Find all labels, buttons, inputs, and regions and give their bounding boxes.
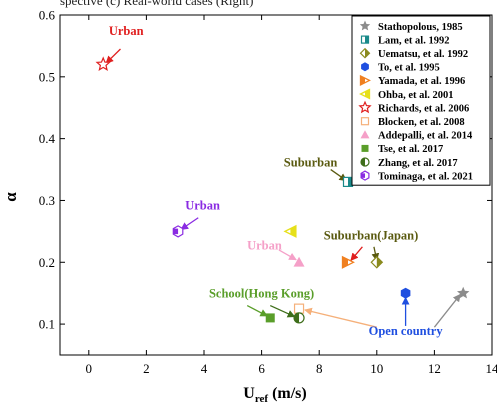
x-tick-label: 8 xyxy=(316,361,323,376)
annotation-arrow xyxy=(304,307,377,328)
marker-square-open xyxy=(360,117,370,126)
annotation-arrow xyxy=(433,293,461,328)
annotations: Urban Suburban Urban Urban Suburban(Japan) Sc… xyxy=(105,24,461,338)
marker-triangle-up xyxy=(360,130,370,139)
marker-circle-half-fill xyxy=(361,158,365,166)
marker-square xyxy=(265,313,275,323)
annotation-label: Urban xyxy=(185,199,220,213)
legend-box xyxy=(351,15,491,186)
y-tick-label: 0.4 xyxy=(39,131,56,146)
marker-star xyxy=(359,20,371,31)
annotation-label: Open country xyxy=(369,324,444,338)
legend-label: Tse, et al. 2017 xyxy=(378,144,443,155)
x-axis-label: Uref (m/s) xyxy=(243,385,306,405)
annotation-label: School(Hong Kong) xyxy=(209,287,314,301)
annotation-arrow xyxy=(246,304,269,317)
y-tick-label: 0.2 xyxy=(39,255,55,270)
caption-fragment: spective (c) Real-world cases (Right) xyxy=(60,0,254,8)
annotation-arrow xyxy=(350,246,363,262)
marker-triangle-right-fill xyxy=(342,256,348,268)
annotation-arrow xyxy=(180,217,199,231)
legend-label: Stathopolous, 1985 xyxy=(378,22,463,33)
marker-circle-half-fill xyxy=(294,312,300,323)
x-tick-label: 0 xyxy=(86,361,93,376)
marker-hexagon-half-fill xyxy=(361,173,365,178)
marker-triangle-right-fill xyxy=(360,75,365,85)
legend: Stathopolous, 1985 Lam, et al. 1992 Uemats… xyxy=(351,15,491,186)
x-axis-label-sub: ref xyxy=(255,393,269,405)
y-tick-label: 0.1 xyxy=(39,317,55,332)
marker-hexagon xyxy=(400,287,411,299)
x-tick-label: 2 xyxy=(143,361,150,376)
legend-label: Blocken, et al. 2008 xyxy=(378,117,465,128)
annotation-arrow xyxy=(269,304,296,318)
marker-square-half-fill xyxy=(365,36,369,44)
marker-square xyxy=(361,144,369,152)
annotation-label: Suburban xyxy=(284,155,338,169)
annotation-label: Suburban(Japan) xyxy=(324,228,419,242)
annotation-label: Urban xyxy=(247,238,282,252)
marker-diamond-half-fill xyxy=(376,256,383,268)
marker-square-open xyxy=(293,303,305,314)
marker-square-half-fill xyxy=(348,177,353,187)
legend-label: Yamada, et al. 1996 xyxy=(378,76,465,87)
legend-label: Richards, et al. 2006 xyxy=(378,103,469,114)
legend-label: Ohba, et al. 2001 xyxy=(378,90,454,101)
marker-star xyxy=(457,286,470,299)
marker-triangle-left-fill xyxy=(290,225,296,237)
y-tick-label: 0.6 xyxy=(39,8,56,23)
marker-star-open xyxy=(95,56,111,71)
y-axis-label: α xyxy=(1,192,20,202)
legend-label: To, et al. 1995 xyxy=(378,63,440,74)
legend-label: Tominaga, et al. 2021 xyxy=(378,171,473,182)
annotation-arrow xyxy=(278,249,297,261)
y-tick-label: 0.3 xyxy=(39,193,55,208)
marker-star-open xyxy=(358,100,372,114)
axis-ticks: 0 2 4 6 8 10 12 14 0.1 0.2 0.3 0.4 0.5 0.6 xyxy=(39,8,497,377)
legend-label: Addepalli, et al. 2014 xyxy=(378,131,473,142)
x-tick-label: 10 xyxy=(370,361,383,376)
marker-hexagon xyxy=(361,62,369,72)
legend-label: Zhang, et al. 2017 xyxy=(378,158,458,169)
annotation-label: Urban xyxy=(109,24,144,38)
x-axis-label-unit: (m/s) xyxy=(268,385,307,402)
x-tick-label: 12 xyxy=(428,361,441,376)
annotation-arrow xyxy=(105,48,121,64)
x-axis-label-main: U xyxy=(243,385,255,402)
x-tick-label: 6 xyxy=(258,361,265,376)
marker-triangle-up xyxy=(293,256,305,267)
x-tick-label: 14 xyxy=(486,361,497,376)
y-tick-label: 0.5 xyxy=(39,69,55,84)
marker-diamond-half-fill xyxy=(365,48,370,58)
marker-triangle-left-fill xyxy=(365,89,370,99)
x-tick-label: 4 xyxy=(201,361,208,376)
data-points xyxy=(95,56,470,324)
legend-label: Uematsu, et al. 1992 xyxy=(378,49,468,60)
marker-hexagon-half-fill xyxy=(173,228,179,235)
legend-label: Lam, et al. 1992 xyxy=(378,35,449,46)
